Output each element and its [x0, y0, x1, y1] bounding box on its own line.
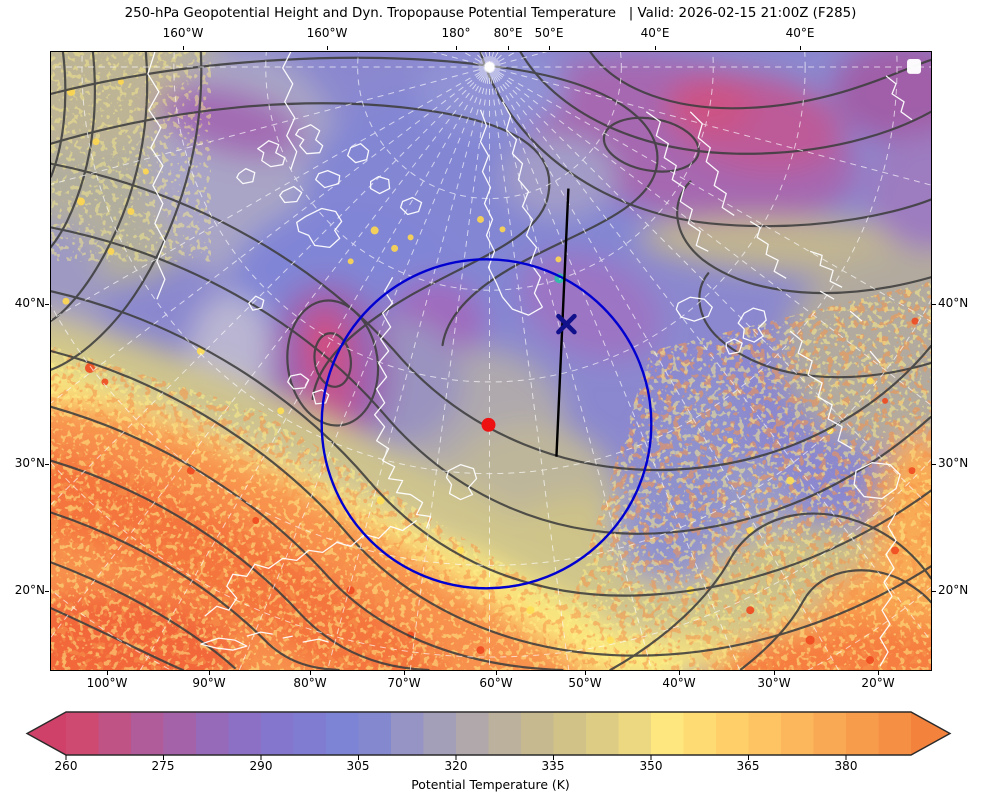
top-tick-label: 80°E — [493, 26, 523, 40]
colorbar-tick-label: 290 — [249, 759, 273, 773]
colorbar-axis-label: Potential Temperature (K) — [411, 777, 570, 792]
x-marker — [556, 313, 577, 335]
bottom-tick-label: 60°W — [479, 676, 513, 690]
colorbar-tick-label: 335 — [541, 759, 565, 773]
center-dot-marker — [481, 417, 496, 432]
right-tick-label: 40°N — [938, 296, 969, 310]
colorbar-tick-label: 275 — [151, 759, 175, 773]
colorbar-tick-label: 350 — [639, 759, 663, 773]
right-tick-label: 30°N — [938, 456, 969, 470]
colorbar-tick-label: 320 — [444, 759, 468, 773]
top-tick-label: 160°W — [306, 26, 348, 40]
top-tick-label: 40°E — [785, 26, 815, 40]
left-tick-label: 30°N — [14, 456, 45, 470]
bottom-tick-label: 80°W — [293, 676, 327, 690]
height-contours — [51, 52, 931, 670]
map-canvas — [51, 52, 931, 670]
white-patch — [907, 58, 922, 74]
colorbar-outline — [25, 711, 952, 756]
bottom-tick-label: 100°W — [86, 676, 128, 690]
speckle-topleft — [51, 52, 211, 262]
colorbar-tick-label: 305 — [346, 759, 370, 773]
colorbar-tick-label: 365 — [736, 759, 760, 773]
top-tick-label: 50°E — [534, 26, 564, 40]
graticule — [51, 52, 931, 670]
bottom-tick-label: 50°W — [568, 676, 602, 690]
top-tick-label: 180° — [441, 26, 471, 40]
top-tick-label: 160°W — [162, 26, 204, 40]
colorbar-tick-label: 380 — [834, 759, 858, 773]
colorbar-gradient — [66, 712, 911, 755]
colorbar — [25, 711, 952, 760]
pole-dot — [484, 61, 495, 72]
colorbar-tick-label: 260 — [54, 759, 78, 773]
range-ring — [320, 258, 653, 590]
figure-title: 250-hPa Geopotential Height and Dyn. Tro… — [124, 6, 857, 21]
bottom-tick-label: 20°W — [861, 676, 895, 690]
right-tick-label: 20°N — [938, 583, 969, 597]
top-tick-label: 40°E — [640, 26, 670, 40]
coastlines — [147, 52, 913, 667]
left-tick-label: 40°N — [14, 296, 45, 310]
bottom-tick-label: 40°W — [662, 676, 696, 690]
colorbar-under-arrow — [27, 712, 66, 755]
colorbar-over-arrow — [911, 712, 950, 755]
bottom-tick-label: 30°W — [757, 676, 791, 690]
map-frame — [50, 51, 932, 671]
left-tick-label: 20°N — [14, 583, 45, 597]
bottom-tick-label: 70°W — [387, 676, 421, 690]
bottom-tick-label: 90°W — [192, 676, 226, 690]
